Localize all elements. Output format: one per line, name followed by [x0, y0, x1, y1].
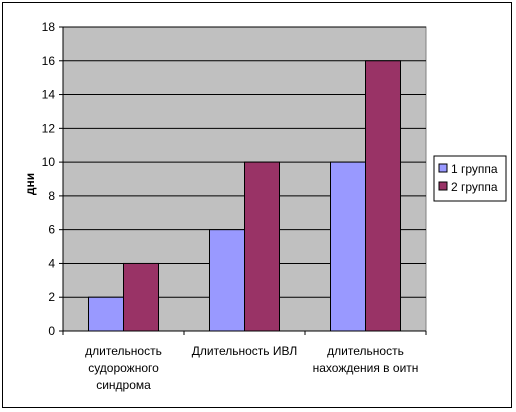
x-category-label: длительность нахождения в оитн [313, 344, 419, 375]
y-tick-label: 2 [48, 290, 55, 304]
y-tick-labels: 0 2 4 6 8 10 12 14 16 18 [42, 20, 63, 338]
y-tick-label: 16 [42, 54, 56, 68]
y-tick-label: 14 [42, 88, 56, 102]
y-tick-label: 12 [42, 121, 56, 135]
x-category-labels: длительность судорожного синдрома Длительно… [85, 344, 418, 392]
y-tick-label: 8 [48, 189, 55, 203]
legend-swatch [438, 163, 448, 173]
bar [209, 229, 245, 332]
y-axis-label: дни [23, 173, 37, 195]
bar [365, 60, 401, 332]
y-tick-label: 4 [48, 256, 55, 270]
bar [330, 161, 366, 332]
legend-swatch [438, 181, 448, 191]
y-tick-label: 6 [48, 223, 55, 237]
axes [62, 27, 427, 335]
x-category-label-line: Длительность ИВЛ [192, 344, 297, 358]
x-category-label: Длительность ИВЛ [192, 344, 297, 358]
x-category-label-line: синдрома [96, 378, 151, 392]
x-category-label: длительность судорожного синдрома [85, 344, 162, 392]
bar [123, 262, 159, 332]
bars [88, 60, 401, 332]
x-category-label-line: длительность [85, 344, 162, 358]
x-category-label-line: длительность [327, 344, 404, 358]
bar [88, 296, 124, 332]
legend-label: 2 группа [451, 180, 498, 194]
legend: 1 группа 2 группа [433, 155, 507, 202]
y-tick-label: 18 [42, 20, 56, 34]
x-category-label-line: нахождения в оитн [313, 361, 419, 375]
legend-label: 1 группа [451, 162, 498, 176]
bar [244, 161, 280, 332]
y-tick-label: 10 [42, 155, 56, 169]
x-category-label-line: судорожного [88, 361, 159, 375]
y-tick-label: 0 [48, 324, 55, 338]
